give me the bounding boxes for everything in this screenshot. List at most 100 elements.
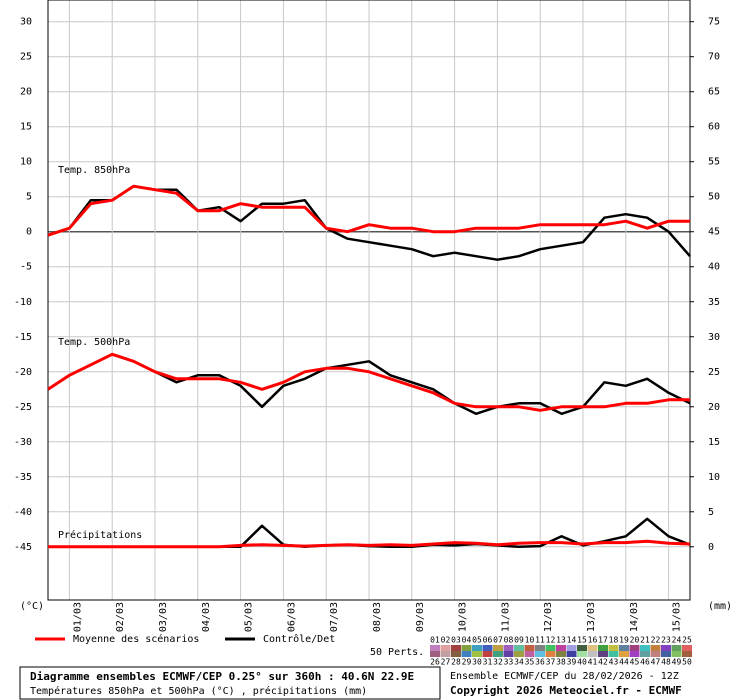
perturbation-label: 19 bbox=[619, 636, 629, 645]
perturbation-label: 41 bbox=[588, 658, 598, 667]
perturbation-swatch bbox=[493, 645, 503, 651]
x-tick-label: 06/03 bbox=[286, 602, 297, 632]
perturbation-swatch bbox=[440, 651, 451, 657]
perturbation-swatch bbox=[598, 651, 608, 657]
y-tick-label: 25 bbox=[20, 52, 32, 63]
perturbation-swatch bbox=[650, 651, 661, 657]
y2-tick-label: 70 bbox=[708, 52, 720, 63]
legend-label: Moyenne des scénarios bbox=[73, 633, 199, 645]
perturbation-label: 26 bbox=[430, 658, 440, 667]
perturbation-label: 32 bbox=[493, 658, 503, 667]
perturbation-swatch bbox=[472, 645, 482, 651]
x-tick-label: 07/03 bbox=[329, 602, 340, 632]
x-tick-label: 11/03 bbox=[500, 602, 511, 632]
perturbation-swatch bbox=[619, 645, 629, 651]
perturbation-label: 38 bbox=[556, 658, 566, 667]
perturbation-label: 50 bbox=[682, 658, 692, 667]
y-tick-label: -15 bbox=[14, 332, 32, 343]
perturbation-swatch bbox=[650, 645, 661, 651]
perturbation-swatch bbox=[545, 645, 556, 651]
y2-tick-label: 10 bbox=[708, 472, 720, 483]
footer-copyright: Copyright 2026 Meteociel.fr - ECMWF bbox=[450, 684, 682, 697]
footer-title: Diagramme ensembles ECMWF/CEP 0.25° sur … bbox=[30, 670, 414, 683]
perturbation-label: 36 bbox=[535, 658, 545, 667]
y-tick-label: -35 bbox=[14, 472, 32, 483]
perturbation-label: 18 bbox=[609, 636, 619, 645]
perturbation-swatch bbox=[535, 651, 545, 657]
perturbation-label: 23 bbox=[661, 636, 671, 645]
perturbation-label: 28 bbox=[451, 658, 461, 667]
x-tick-label: 05/03 bbox=[244, 602, 255, 632]
x-tick-label: 08/03 bbox=[372, 602, 383, 632]
panel-label: Temp. 500hPa bbox=[58, 337, 130, 348]
perturbation-label: 27 bbox=[441, 658, 451, 667]
perturbation-label: 49 bbox=[672, 658, 682, 667]
perturbation-swatch bbox=[566, 645, 577, 651]
perturbation-label: 08 bbox=[504, 636, 514, 645]
perturbation-label: 04 bbox=[462, 636, 472, 645]
perturbation-label: 02 bbox=[441, 636, 451, 645]
series-line bbox=[47, 352, 690, 412]
perturbation-swatch bbox=[661, 645, 671, 651]
perturbation-swatch bbox=[640, 651, 650, 657]
y2-tick-label: 5 bbox=[708, 507, 714, 518]
perturbation-swatch bbox=[451, 651, 461, 657]
perturbation-swatch bbox=[482, 651, 493, 657]
series-line bbox=[48, 539, 691, 549]
perturbation-swatch bbox=[577, 651, 587, 657]
perturbation-swatch bbox=[598, 645, 608, 651]
y-axis-label: (°C) bbox=[20, 601, 44, 612]
x-tick-label: 03/03 bbox=[158, 602, 169, 632]
perturbation-swatch bbox=[451, 645, 461, 651]
perturbation-label: 15 bbox=[577, 636, 587, 645]
perturbation-label: 25 bbox=[682, 636, 692, 645]
perturbation-label: 44 bbox=[619, 658, 629, 667]
perturbation-label: 11 bbox=[535, 636, 545, 645]
perturbation-swatch bbox=[608, 645, 619, 651]
x-tick-label: 12/03 bbox=[543, 602, 554, 632]
perturbation-label: 13 bbox=[556, 636, 566, 645]
perturbation-label: 10 bbox=[525, 636, 535, 645]
perturbation-swatch bbox=[640, 645, 650, 651]
perturbation-label: 48 bbox=[661, 658, 671, 667]
y-tick-label: -20 bbox=[14, 367, 32, 378]
perturbation-label: 39 bbox=[567, 658, 577, 667]
perturbation-swatch bbox=[430, 651, 440, 657]
perturbation-label: 22 bbox=[651, 636, 661, 645]
panel-label: Précipitations bbox=[58, 529, 142, 541]
x-tick-label: 15/03 bbox=[672, 602, 683, 632]
y-tick-label: -10 bbox=[14, 297, 32, 308]
perturbation-swatch bbox=[524, 645, 535, 651]
perturbation-swatch bbox=[493, 651, 503, 657]
perturbation-label: 24 bbox=[672, 636, 682, 645]
perturbation-label: 01 bbox=[430, 636, 440, 645]
perturbation-label: 06 bbox=[483, 636, 493, 645]
perturbation-label: 45 bbox=[630, 658, 640, 667]
y2-tick-label: 35 bbox=[708, 297, 720, 308]
series-line bbox=[47, 184, 690, 237]
perturbation-label: 16 bbox=[588, 636, 598, 645]
perturbation-label: 03 bbox=[451, 636, 461, 645]
x-tick-label: 10/03 bbox=[458, 602, 469, 632]
footer-subtitle: Températures 850hPa et 500hPa (°C) , pré… bbox=[30, 685, 367, 697]
perturbation-swatch bbox=[608, 651, 619, 657]
perturbation-swatch bbox=[556, 645, 566, 651]
perturbation-swatch bbox=[535, 645, 545, 651]
perturbation-swatch bbox=[587, 651, 598, 657]
perturbation-label: 14 bbox=[567, 636, 577, 645]
perturbation-swatch bbox=[503, 651, 514, 657]
perturbation-label: 33 bbox=[504, 658, 514, 667]
perturbation-label: 31 bbox=[483, 658, 493, 667]
y2-tick-label: 75 bbox=[708, 17, 720, 28]
perturbation-swatch bbox=[472, 651, 482, 657]
perturbation-swatch bbox=[566, 651, 577, 657]
y2-tick-label: 40 bbox=[708, 262, 720, 273]
perturbation-swatch bbox=[503, 645, 514, 651]
plot-frame bbox=[47, 0, 691, 601]
y-tick-label: 10 bbox=[20, 157, 32, 168]
x-tick-label: 04/03 bbox=[201, 602, 212, 632]
y2-tick-label: 25 bbox=[708, 367, 720, 378]
perturbation-swatch bbox=[514, 645, 524, 651]
perturbation-label: 07 bbox=[493, 636, 503, 645]
